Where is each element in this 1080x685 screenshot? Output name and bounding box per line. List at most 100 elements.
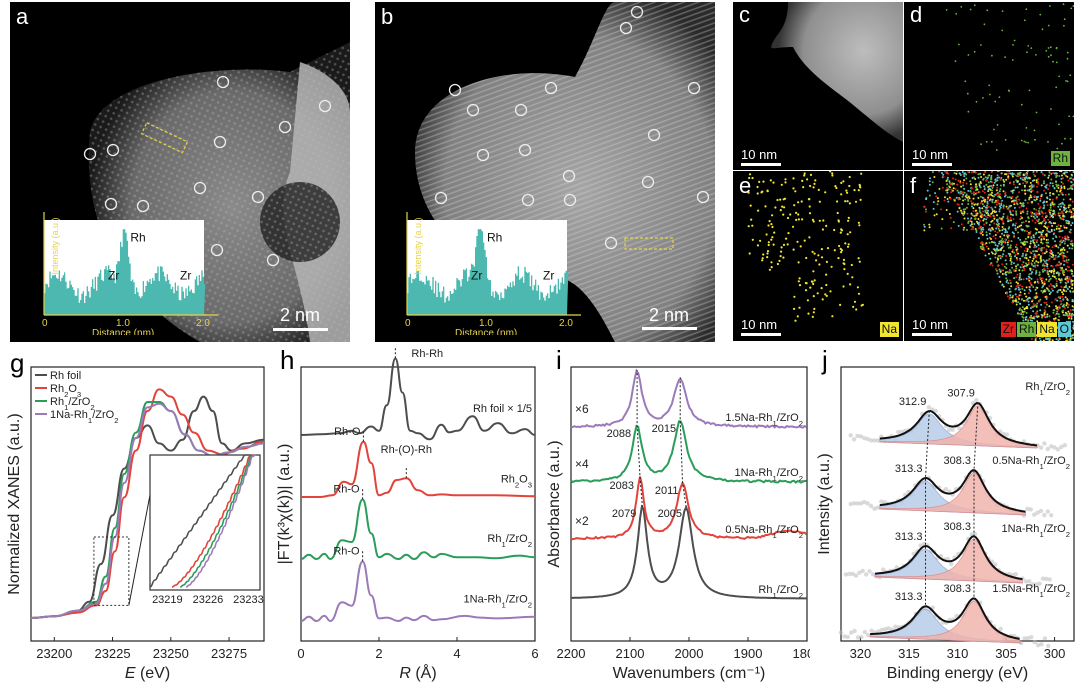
eds-dot	[1066, 57, 1069, 60]
eds-dot	[967, 217, 969, 220]
eds-dot	[1014, 298, 1017, 301]
eds-dot	[1072, 115, 1074, 118]
eds-dot	[999, 280, 1002, 283]
eds-dot	[1049, 172, 1052, 175]
eds-dot	[998, 275, 1001, 278]
eds-dot	[923, 205, 926, 208]
eds-dot	[1069, 177, 1071, 180]
eds-dot	[1019, 171, 1022, 174]
eds-dot	[1066, 250, 1069, 253]
eds-dot	[1039, 206, 1042, 209]
eds-dot	[1004, 139, 1007, 141]
eds-dot	[1022, 176, 1025, 179]
eds-dot	[858, 260, 861, 263]
element-legend-f: Zr Rh Na O	[1000, 322, 1071, 337]
eds-dot	[981, 226, 984, 229]
eds-dot	[1051, 246, 1054, 249]
eds-dot	[1022, 252, 1024, 255]
eds-dot	[1046, 197, 1049, 200]
eds-dot	[1001, 273, 1004, 275]
eds-dot	[846, 191, 849, 194]
eds-dot	[1035, 208, 1038, 211]
peak-shift-guide	[925, 410, 930, 607]
eds-dot	[1002, 253, 1005, 256]
eds-dot	[1035, 269, 1038, 272]
eds-dot	[842, 180, 845, 183]
eds-dot	[988, 84, 991, 87]
eds-dot	[945, 9, 948, 11]
eds-dot	[1029, 256, 1032, 259]
eds-dot	[1052, 270, 1055, 273]
eds-dot	[1044, 212, 1047, 215]
eds-dot	[1053, 244, 1056, 247]
eds-dot	[794, 190, 797, 193]
eds-dot	[1062, 212, 1065, 215]
eds-dot	[1016, 258, 1019, 261]
text-span: 1	[1002, 523, 1008, 535]
x-tick-label: 2000	[675, 646, 704, 661]
eds-dot	[1043, 174, 1046, 177]
eds-dot	[1026, 225, 1029, 228]
eds-dot	[1001, 255, 1004, 258]
eds-dot	[807, 312, 810, 315]
eds-dot	[931, 181, 934, 184]
eds-dot	[996, 272, 999, 275]
eds-dot	[748, 176, 751, 180]
x-tick-label: 23200	[36, 646, 72, 661]
text-span: 1	[772, 531, 776, 540]
element-tag-na: Na	[879, 322, 899, 337]
eds-dot	[1040, 193, 1043, 196]
eds-dot	[1013, 277, 1016, 280]
eds-dot	[750, 218, 753, 221]
eds-dot	[1068, 171, 1071, 173]
eds-dot	[1042, 212, 1045, 215]
eds-dot	[1021, 242, 1024, 245]
eds-dot	[1030, 196, 1033, 199]
eds-dot	[1061, 291, 1064, 294]
eds-dot	[1037, 210, 1040, 212]
eds-dot	[1064, 235, 1067, 238]
xps-data-point	[1030, 582, 1035, 587]
eds-dot	[1057, 205, 1060, 208]
eds-dot	[853, 189, 856, 192]
eds-dot	[978, 207, 981, 210]
eds-dot	[1043, 246, 1045, 249]
peak-label: 2015	[652, 423, 676, 435]
eds-dot	[1021, 269, 1024, 272]
y-axis-label: Absorbance (a.u.)	[546, 440, 563, 567]
xps-data-point	[949, 561, 954, 567]
eds-dot	[1062, 257, 1065, 260]
inset-x-tick: 1.0	[116, 318, 130, 329]
eds-dot	[1005, 263, 1008, 265]
eds-dot	[1024, 189, 1027, 192]
eds-dot	[1039, 13, 1042, 16]
eds-dot	[1013, 206, 1016, 209]
xps-data-point	[868, 503, 874, 509]
eds-dot	[971, 205, 973, 208]
text-span: /ZrO	[1044, 523, 1066, 535]
eds-dot	[1063, 307, 1066, 309]
eds-dot	[966, 196, 969, 199]
y-axis-label: Intensity (a.u.)	[816, 453, 833, 554]
eds-dot	[998, 242, 1001, 245]
eds-dot	[928, 226, 931, 229]
eds-dot	[983, 200, 986, 203]
eds-dot	[1010, 255, 1013, 258]
eds-dot	[1047, 245, 1050, 248]
eds-dot	[1025, 253, 1027, 256]
eds-dot	[1071, 298, 1074, 301]
eds-dot	[992, 184, 995, 187]
text-span: Na-Rh	[56, 409, 88, 421]
eds-dot	[968, 197, 971, 200]
eds-dot	[795, 218, 798, 221]
eds-dot	[978, 227, 981, 229]
eds-dot	[1067, 310, 1070, 313]
haadf-image-c	[771, 2, 903, 142]
eds-dot	[969, 180, 972, 183]
eds-dot	[1034, 175, 1037, 178]
eds-dot	[1049, 198, 1051, 201]
eds-dot	[1016, 186, 1019, 189]
eds-dot	[1040, 238, 1043, 241]
eds-dot	[965, 173, 968, 176]
eds-dot	[1063, 185, 1066, 188]
